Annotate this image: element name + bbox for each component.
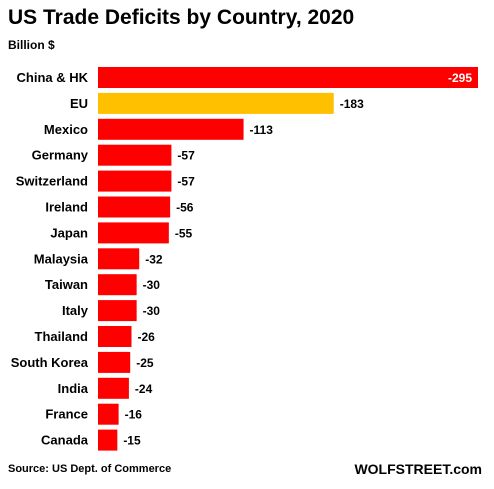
- category-label: Ireland: [45, 200, 88, 215]
- value-label: -24: [135, 382, 153, 396]
- bar: [98, 67, 478, 88]
- bar: [98, 377, 129, 399]
- value-label: -57: [177, 175, 195, 189]
- category-label: Malaysia: [34, 251, 89, 266]
- category-label: Italy: [62, 303, 89, 318]
- source-note: Source: US Dept. of Commerce: [8, 463, 172, 475]
- category-label: Thailand: [35, 329, 89, 344]
- value-label: -295: [448, 71, 472, 85]
- chart-subtitle: Billion $: [8, 38, 55, 52]
- bar: [98, 144, 172, 166]
- bar: [98, 351, 131, 373]
- category-label: Switzerland: [16, 174, 88, 189]
- value-label: -16: [125, 408, 143, 422]
- value-label: -56: [176, 201, 194, 215]
- bar: [98, 248, 140, 270]
- bar: [98, 300, 137, 322]
- bar: [98, 429, 118, 451]
- bar-chart: China & HK -295 EU -183 Mexico -113 Germany -57…: [11, 67, 478, 451]
- category-label: EU: [70, 96, 88, 111]
- value-label: -113: [250, 123, 274, 137]
- category-label: Taiwan: [45, 277, 88, 292]
- value-label: -25: [136, 356, 154, 370]
- bar: [98, 92, 334, 114]
- value-label: -26: [137, 330, 155, 344]
- category-label: Japan: [50, 225, 88, 240]
- bar: [98, 118, 244, 140]
- category-label: India: [58, 381, 89, 396]
- value-label: -30: [143, 304, 161, 318]
- value-label: -15: [123, 434, 141, 448]
- value-label: -183: [340, 97, 364, 111]
- brand-logo: WOLFSTREET.com: [354, 461, 482, 477]
- value-label: -57: [177, 149, 195, 163]
- bar: [98, 196, 171, 218]
- category-label: China & HK: [17, 70, 89, 85]
- bar: [98, 326, 132, 347]
- category-label: Germany: [32, 148, 89, 163]
- category-label: France: [45, 407, 88, 422]
- value-label: -55: [175, 226, 193, 240]
- bar: [98, 222, 169, 244]
- value-label: -32: [145, 252, 163, 266]
- bar: [98, 274, 137, 296]
- chart-title: US Trade Deficits by Country, 2020: [8, 6, 355, 29]
- bar: [98, 170, 172, 192]
- value-label: -30: [143, 278, 161, 292]
- category-label: South Korea: [11, 355, 89, 370]
- bar: [98, 403, 119, 425]
- category-label: Canada: [41, 433, 89, 448]
- category-label: Mexico: [44, 122, 88, 137]
